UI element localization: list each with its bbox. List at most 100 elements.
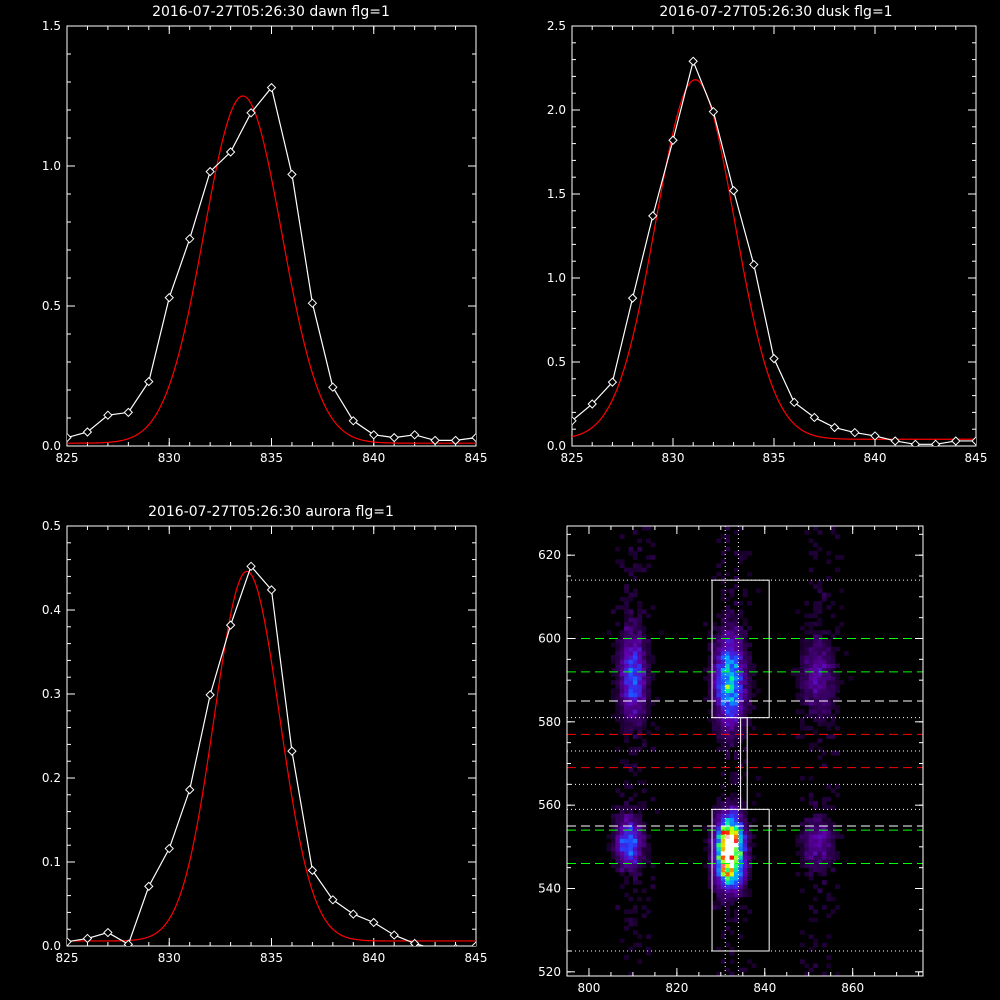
heatmap-cell — [826, 817, 832, 823]
heatmap-cell — [637, 659, 643, 664]
heatmap-cell — [835, 884, 840, 889]
heatmap-cell — [830, 601, 836, 606]
heatmap-cell — [610, 813, 616, 819]
heatmap-cell — [734, 809, 739, 814]
heatmap-cell — [738, 817, 744, 823]
heatmap-cell — [821, 971, 827, 976]
heatmap-cell — [817, 621, 823, 627]
heatmap-cell — [725, 613, 731, 619]
heatmap-cell — [738, 880, 744, 885]
heatmap-cell — [795, 842, 801, 848]
heatmap-cell — [646, 934, 651, 939]
heatmap-cell — [650, 701, 656, 706]
data-point — [144, 881, 154, 892]
heatmap-cell — [619, 634, 625, 639]
heatmap-cell — [615, 663, 621, 669]
heatmap-cell — [632, 713, 638, 719]
heatmap-cell — [734, 896, 739, 902]
heatmap-cell — [628, 763, 634, 769]
heatmap-cell — [799, 859, 805, 864]
heatmap-cell — [747, 696, 752, 702]
heatmap-cell — [712, 817, 717, 823]
heatmap-cell — [830, 896, 836, 902]
heatmap-cell — [804, 826, 810, 831]
heatmap-cell — [624, 805, 629, 810]
heatmap-cell — [738, 846, 744, 852]
heatmap-cell — [624, 617, 629, 623]
heatmap-cell — [725, 942, 731, 948]
data-point — [433, 944, 437, 946]
heatmap-cell — [804, 684, 810, 689]
heatmap-cell — [632, 576, 638, 581]
heatmap-cell — [747, 692, 752, 698]
heatmap-cell — [742, 905, 748, 910]
heatmap-cell — [813, 709, 818, 714]
heatmap-cell — [720, 534, 726, 539]
heatmap-cell — [720, 630, 726, 635]
heatmap-cell — [720, 784, 726, 789]
heatmap-cell — [615, 855, 621, 860]
heatmap-cell — [637, 726, 643, 731]
heatmap-cell — [707, 859, 713, 864]
heatmap-cell — [716, 896, 722, 902]
heatmap-cell — [830, 788, 836, 794]
heatmap-cell — [716, 563, 722, 569]
heatmap-cell — [747, 888, 752, 894]
heatmap-cell — [624, 876, 629, 881]
heatmap-cell — [703, 838, 709, 844]
heatmap-cell — [795, 851, 801, 856]
heatmap-cell — [742, 676, 748, 681]
heatmap-cell — [830, 867, 836, 873]
heatmap-cell — [808, 688, 814, 694]
heatmap-cell — [628, 896, 634, 902]
heatmap-cell — [720, 901, 726, 906]
heatmap-cell — [615, 676, 621, 681]
heatmap-cell — [742, 801, 748, 806]
heatmap-cell — [742, 688, 748, 694]
heatmap-cell — [826, 684, 832, 689]
heatmap-cell — [615, 842, 621, 848]
heatmap-cell — [826, 896, 832, 902]
heatmap-cell — [747, 867, 752, 873]
heatmap-cell — [804, 834, 810, 839]
heatmap-cell — [707, 684, 713, 689]
heatmap-cell — [734, 626, 739, 631]
data-point — [708, 106, 719, 117]
heatmap-cell — [729, 971, 735, 976]
heatmap-cell — [817, 838, 823, 844]
heatmap-cell — [632, 888, 638, 894]
heatmap-cell — [720, 551, 726, 556]
heatmap-cell — [641, 651, 647, 656]
heatmap-cell — [720, 871, 726, 877]
heatmap-cell — [619, 851, 625, 856]
heatmap-cell — [624, 838, 629, 844]
heatmap-cell — [716, 826, 722, 831]
heatmap-cell — [716, 655, 722, 660]
heatmap-cell — [610, 830, 616, 835]
heatmap-cell — [720, 559, 726, 564]
heatmap-cell — [712, 813, 717, 819]
heatmap-cell — [747, 821, 752, 827]
heatmap-cell — [813, 676, 818, 681]
heatmap-cell — [817, 817, 823, 823]
heatmap-cell — [646, 671, 651, 677]
heatmap-cell — [624, 817, 629, 823]
heatmap-cell — [817, 651, 823, 656]
heatmap-cell — [734, 871, 739, 877]
dusk-plot: 2016-07-27T05:26:30 dusk flg=1 825 830 835… — [547, 4, 988, 465]
data-point — [348, 909, 359, 919]
heatmap-cell — [615, 638, 621, 644]
heatmap-cell — [615, 846, 621, 852]
x-tick-label: 860 — [841, 981, 864, 995]
heatmap-cell — [725, 692, 731, 698]
heatmap-cell — [729, 626, 735, 631]
heatmap-cell — [637, 563, 643, 569]
heatmap-cell — [619, 759, 625, 764]
heatmap-cell — [725, 888, 731, 894]
heatmap-cell — [734, 680, 739, 685]
heatmap-cell — [628, 809, 634, 814]
heatmap-cell — [637, 746, 643, 752]
data-point — [144, 376, 154, 387]
heatmap-cell — [624, 909, 629, 914]
heatmap-cell — [716, 730, 722, 735]
